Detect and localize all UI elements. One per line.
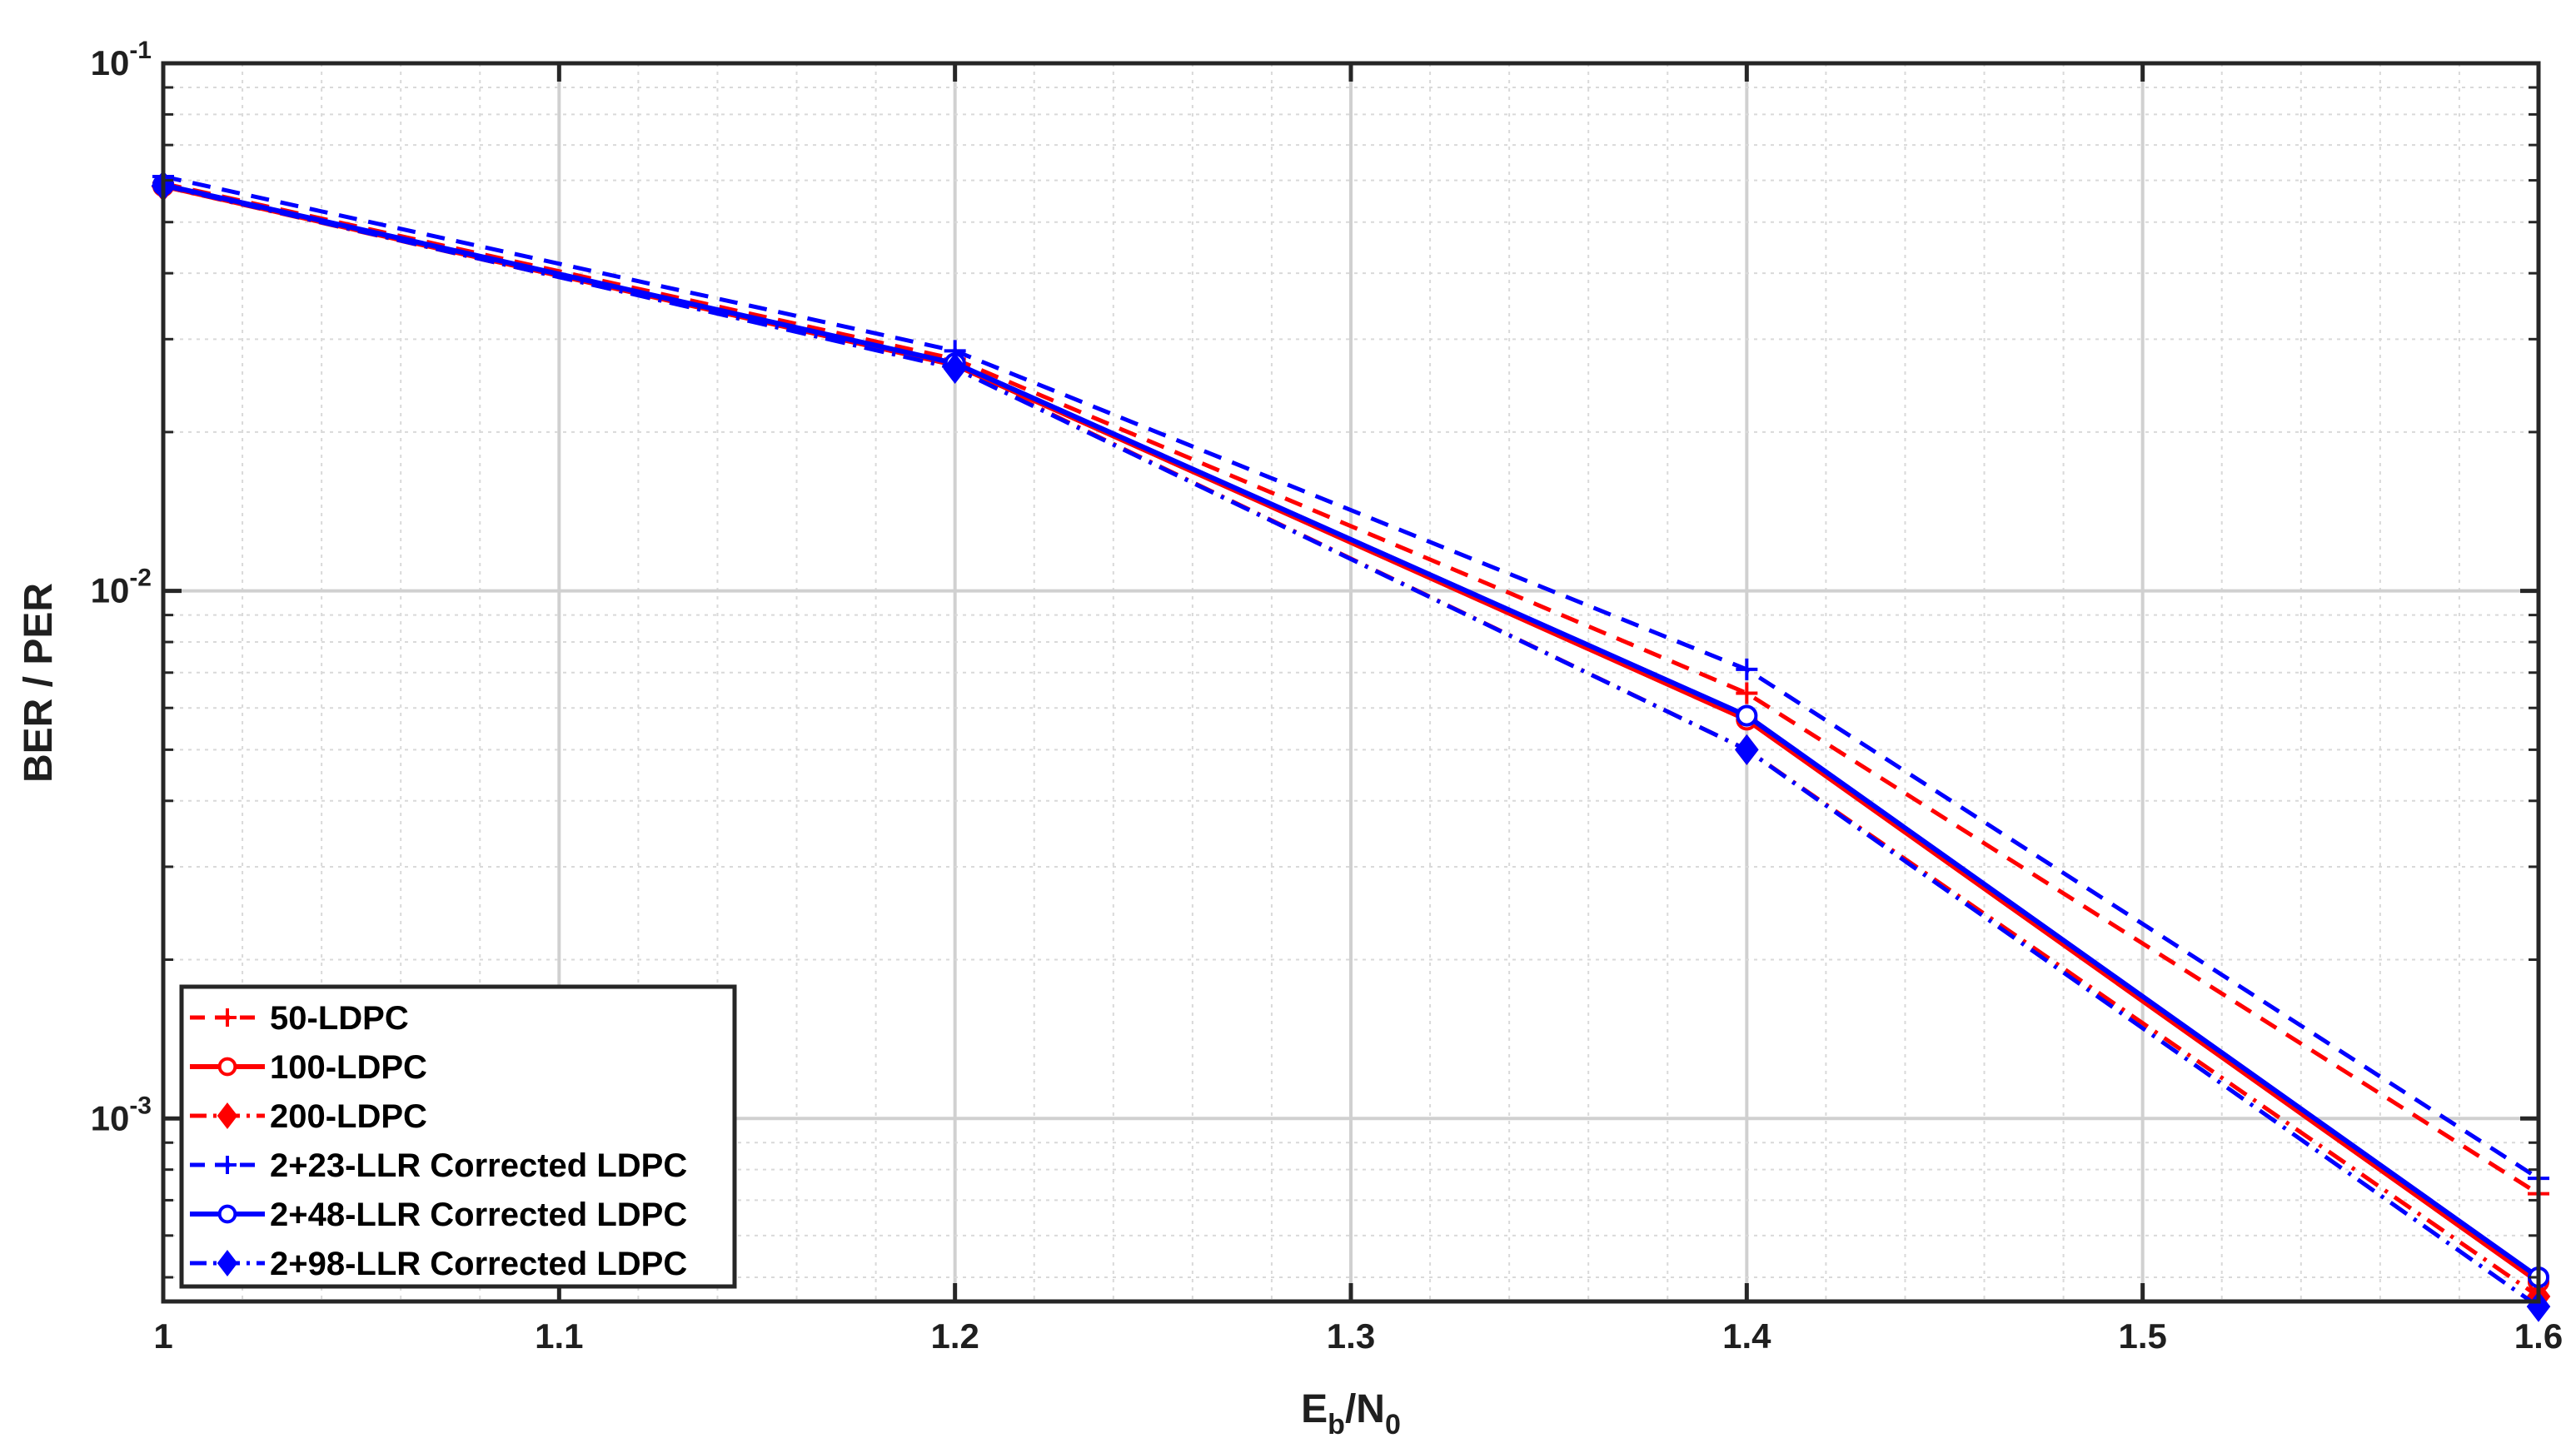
legend-marker <box>217 1057 237 1077</box>
legend-entry: 50-LDPC <box>190 1000 409 1037</box>
x-tick-label: 1.4 <box>1722 1316 1771 1356</box>
y-tick-label: 10-2 <box>91 565 152 610</box>
x-tick-label: 1.1 <box>535 1316 583 1356</box>
x-axis-label-slash: /N <box>1345 1387 1385 1431</box>
series-line <box>162 182 2540 1280</box>
legend-marker <box>218 1008 237 1027</box>
legend-label: 2+23-LLR Corrected LDPC <box>270 1147 687 1184</box>
legend-label: 100-LDPC <box>270 1049 427 1086</box>
y-tick-base: 10 <box>91 571 130 610</box>
legend-entry: 100-LDPC <box>190 1049 427 1086</box>
y-tick-base: 10 <box>91 1098 130 1137</box>
legend-label: 2+98-LLR Corrected LDPC <box>270 1246 687 1282</box>
x-axis-label: Eb/N0 <box>1301 1387 1401 1441</box>
legend-label: 2+48-LLR Corrected LDPC <box>270 1197 687 1233</box>
legend-marker <box>217 1102 238 1129</box>
data-point <box>1736 658 1758 680</box>
legend: 50-LDPC 100-LDPC 200-LDPC 2+23-LLR Correcte… <box>179 984 737 1289</box>
x-tick-label: 1.2 <box>930 1316 979 1356</box>
data-point <box>1735 734 1759 765</box>
x-axis-label-main: E <box>1301 1387 1328 1431</box>
y-tick-exponent: -2 <box>129 565 152 592</box>
data-point <box>1736 704 1758 727</box>
series-lines <box>151 166 2551 1322</box>
x-tick-labels: 1 1.1 1.2 1.3 1.4 1.5 1.6 <box>153 1316 2563 1356</box>
y-tick-base: 10 <box>91 43 130 82</box>
series-line <box>162 181 2540 1196</box>
y-tick-exponent: -3 <box>129 1092 152 1119</box>
legend-label: 200-LDPC <box>270 1098 427 1135</box>
y-tick-exponent: -1 <box>129 37 152 64</box>
y-axis-label: BER / PER <box>17 583 61 783</box>
legend-marker <box>217 1250 238 1276</box>
legend-label: 50-LDPC <box>270 1000 409 1037</box>
y-tick-label: 10-1 <box>91 37 152 82</box>
axes <box>161 61 2541 1304</box>
x-tick-label: 1.6 <box>2514 1316 2563 1356</box>
x-tick-label: 1.3 <box>1327 1316 1375 1356</box>
legend-entry: 2+98-LLR Corrected LDPC <box>190 1246 687 1282</box>
x-tick-label: 1.5 <box>2118 1316 2166 1356</box>
x-axis-label-sub-0: 0 <box>1385 1409 1401 1441</box>
legend-entry: 200-LDPC <box>190 1098 427 1135</box>
legend-box <box>179 984 737 1289</box>
data-point <box>943 352 967 385</box>
series-line <box>162 183 2540 1309</box>
legend-entry: 2+23-LLR Corrected LDPC <box>190 1147 687 1184</box>
series-line <box>162 174 2540 1181</box>
y-tick-labels: 10-110-210-3 <box>91 37 152 1137</box>
legend-marker <box>217 1204 237 1224</box>
data-point <box>1736 682 1758 704</box>
x-axis-label-sub-b: b <box>1328 1409 1345 1441</box>
y-tick-label: 10-3 <box>91 1092 152 1137</box>
x-tick-label: 1 <box>153 1316 172 1356</box>
legend-marker <box>218 1156 237 1174</box>
legend-entry: 2+48-LLR Corrected LDPC <box>190 1197 687 1233</box>
